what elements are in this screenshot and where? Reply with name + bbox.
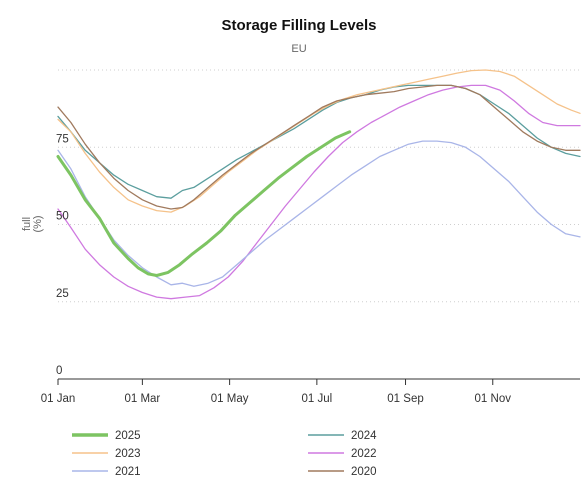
x-tick-label: 01 Jul — [302, 393, 333, 405]
y-axis-label: full (%) — [21, 215, 44, 232]
x-tick-label: 01 Sep — [387, 393, 423, 405]
y-tick-label: 50 — [56, 211, 69, 223]
legend-item-2023[interactable]: 2023 — [72, 448, 141, 460]
x-tick-label: 01 Jan — [41, 393, 76, 405]
series-line-2020 — [57, 84, 581, 210]
legend-label: 2024 — [351, 430, 377, 442]
legend-label: 2020 — [351, 466, 377, 478]
legend-item-2025[interactable]: 2025 — [72, 430, 141, 442]
x-axis: 01 Jan 01 Mar 01 May 01 Jul 01 Sep 01 Nov — [41, 378, 580, 405]
series-layer — [56, 69, 581, 300]
y-axis: 0 25 50 75 — [56, 133, 69, 377]
y-tick-label: 25 — [56, 288, 69, 300]
y-tick-label: 75 — [56, 133, 69, 145]
series-line-2022 — [57, 84, 581, 300]
legend-item-2021[interactable]: 2021 — [72, 466, 141, 478]
legend-item-2020[interactable]: 2020 — [308, 466, 377, 478]
x-tick-label: 01 Nov — [475, 393, 512, 405]
legend-label: 2023 — [115, 448, 141, 460]
y-axis-label-line2: (%) — [32, 215, 44, 232]
chart-title: Storage Filling Levels — [221, 17, 376, 34]
x-tick-label: 01 May — [211, 393, 249, 405]
legend-label: 2025 — [115, 430, 141, 442]
legend-label: 2021 — [115, 466, 141, 478]
legend-item-2024[interactable]: 2024 — [308, 430, 377, 442]
series-line-2023 — [57, 69, 581, 213]
chart-subtitle: EU — [291, 43, 306, 55]
y-axis-label-line1: full — [21, 217, 33, 231]
series-line-2021 — [57, 140, 581, 287]
legend-label: 2022 — [351, 448, 377, 460]
series-line-2025 — [56, 130, 352, 277]
x-tick-label: 01 Mar — [124, 393, 160, 405]
legend-item-2022[interactable]: 2022 — [308, 448, 377, 460]
y-tick-label: 0 — [56, 365, 62, 377]
series-line-2024 — [57, 84, 581, 199]
legend: 2025 2024 2023 2022 2021 2020 — [72, 430, 377, 478]
